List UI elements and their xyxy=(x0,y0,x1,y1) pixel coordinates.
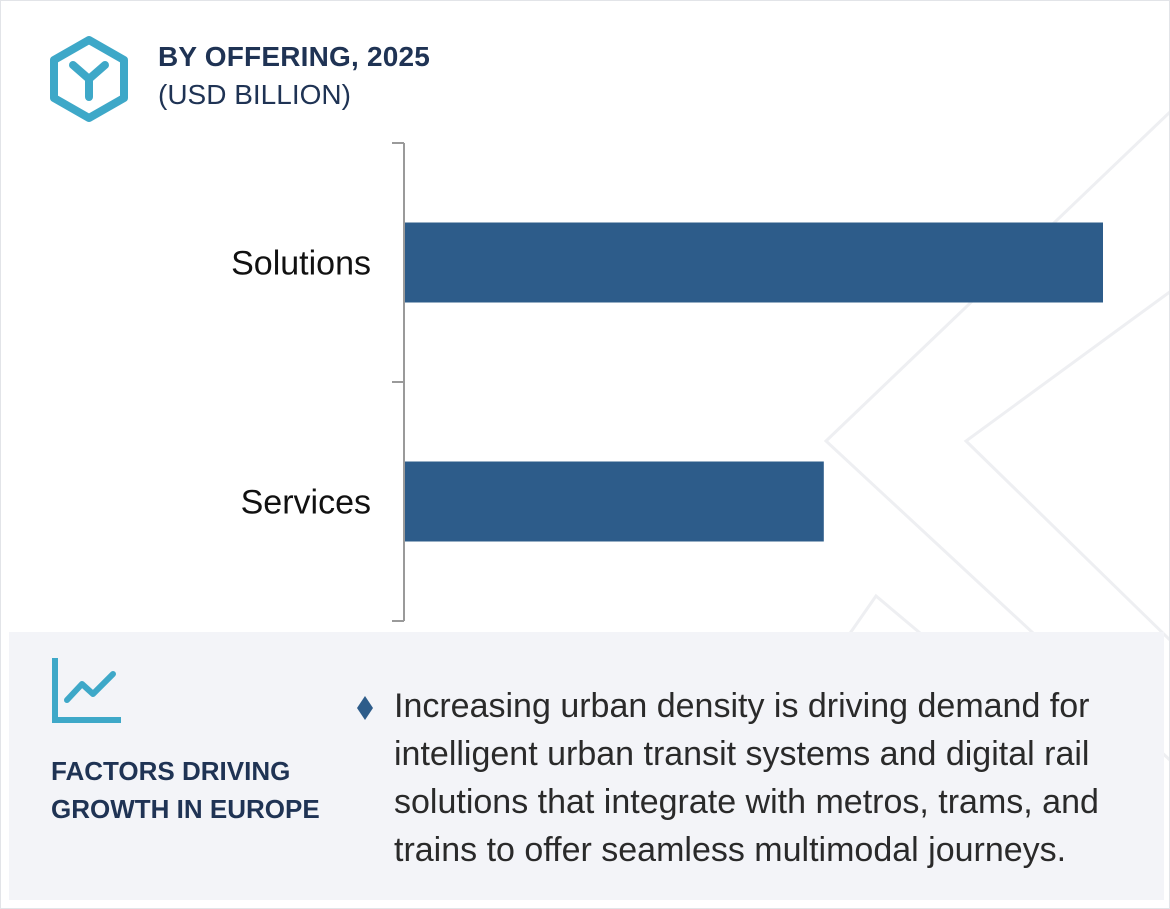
bar-chart: Solutions Services xyxy=(231,142,1103,622)
factors-heading: FACTORS DRIVING GROWTH IN EUROPE xyxy=(51,756,320,824)
hexagon-y-logo-icon xyxy=(50,36,128,122)
growth-factors-panel: FACTORS DRIVING GROWTH IN EUROPE Increas… xyxy=(9,632,1164,900)
factor-bullet-text: Increasing urban density is driving dema… xyxy=(394,687,1099,869)
category-label-services: Services xyxy=(241,484,371,522)
diamond-bullet-icon xyxy=(357,696,373,720)
category-label-solutions: Solutions xyxy=(231,245,371,283)
bar-services xyxy=(405,461,824,542)
bar-solutions xyxy=(405,222,1103,303)
trend-line-chart-icon xyxy=(52,658,121,723)
chart-subtitle: (USD BILLION) xyxy=(158,79,351,110)
chart-title: BY OFFERING, 2025 xyxy=(158,41,431,72)
